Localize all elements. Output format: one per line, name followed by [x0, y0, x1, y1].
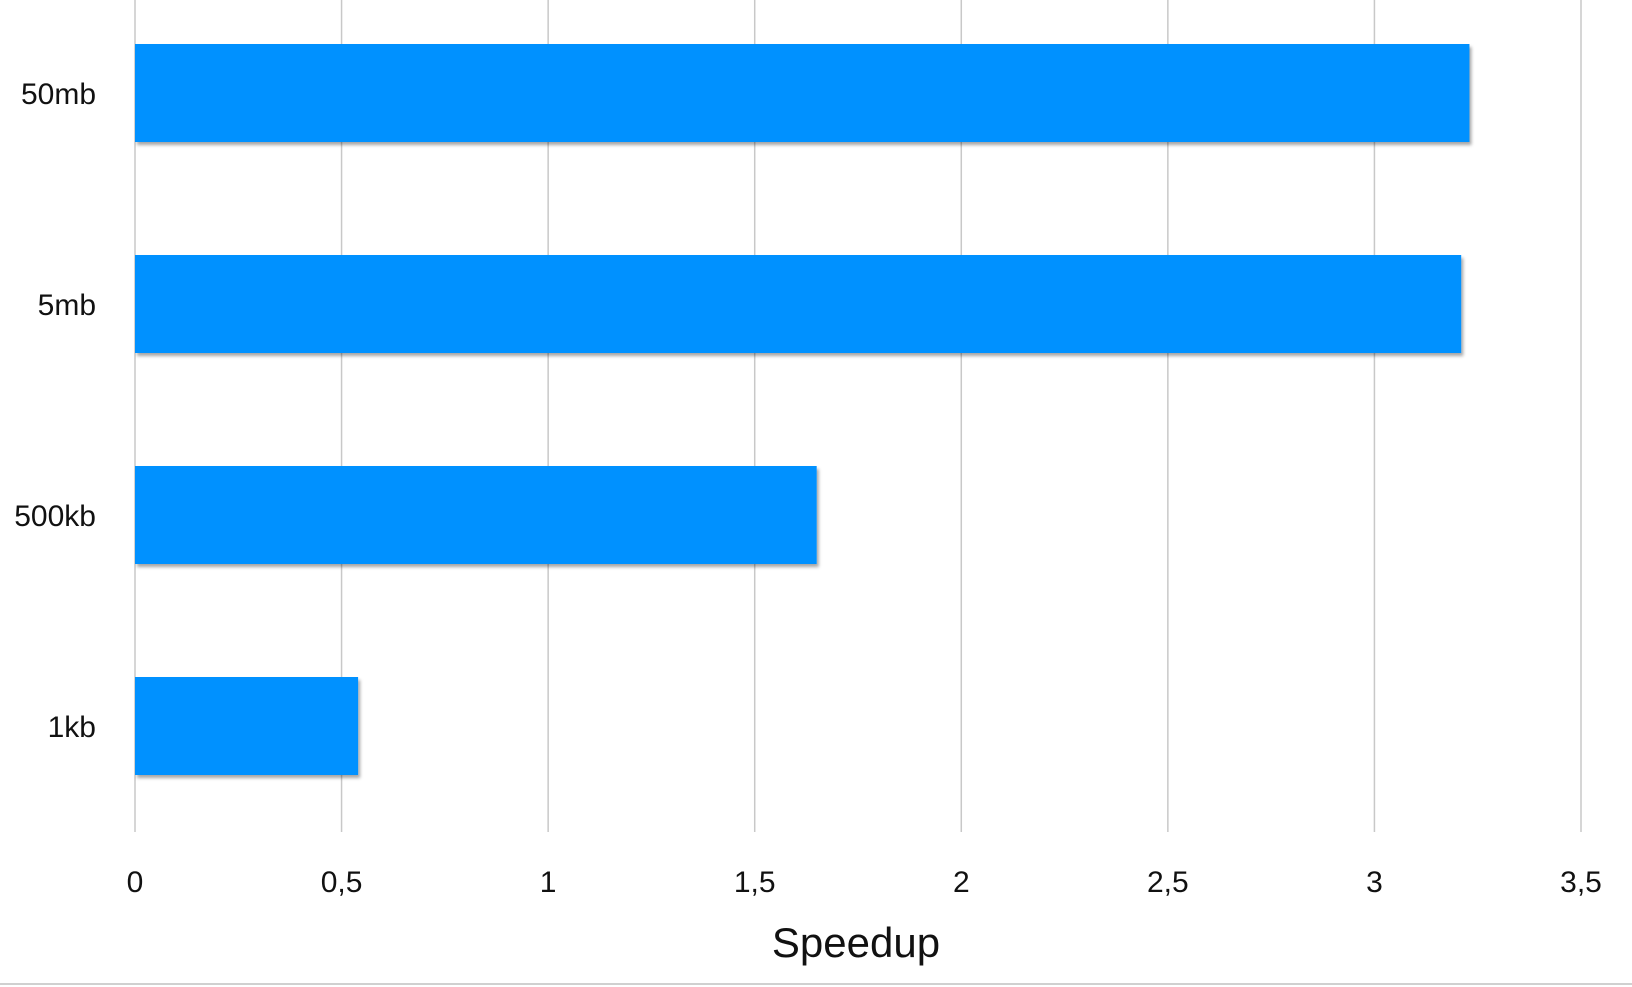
category-label: 500kb — [14, 500, 96, 533]
bar-1kb — [135, 677, 359, 775]
category-labels: 50mb 5mb 500kb 1kb — [14, 78, 96, 744]
x-tick-label: 2 — [953, 866, 970, 899]
x-tick-label: 0,5 — [321, 866, 363, 899]
bar-50mb — [135, 44, 1470, 142]
bar-500kb — [135, 466, 817, 564]
x-tick-label: 3 — [1366, 866, 1383, 899]
x-axis-title: Speedup — [772, 919, 940, 966]
x-tick-label: 0 — [127, 866, 144, 899]
bar-5mb — [135, 255, 1462, 353]
x-tick-label: 2,5 — [1147, 866, 1189, 899]
category-label: 1kb — [48, 711, 96, 744]
category-label: 5mb — [38, 289, 96, 322]
x-tick-label: 1,5 — [734, 866, 776, 899]
bars — [135, 44, 1470, 775]
x-tick-label: 3,5 — [1560, 866, 1602, 899]
x-tick-labels: 0 0,5 1 1,5 2 2,5 3 3,5 — [127, 866, 1602, 899]
x-tick-label: 1 — [540, 866, 557, 899]
category-label: 50mb — [21, 78, 96, 111]
